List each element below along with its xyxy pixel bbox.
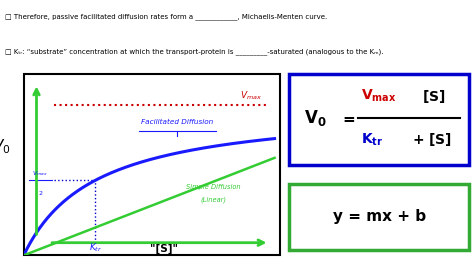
Text: Facilitated Diffusion: Facilitated Diffusion bbox=[141, 119, 213, 124]
Text: $\mathbf{V_{max}}$: $\mathbf{V_{max}}$ bbox=[361, 88, 397, 104]
Text: $\mathbf{+\ [S]}$: $\mathbf{+\ [S]}$ bbox=[411, 131, 451, 148]
Text: $V_0$: $V_0$ bbox=[0, 138, 11, 156]
Text: □ Therefore, passive facilitated diffusion rates form a ____________, Michaelis-: □ Therefore, passive facilitated diffusi… bbox=[5, 13, 327, 20]
Text: y = mx + b: y = mx + b bbox=[333, 209, 426, 224]
Text: $\mathbf{K_{tr}}$: $\mathbf{K_{tr}}$ bbox=[361, 131, 383, 148]
Text: $V_{max}$: $V_{max}$ bbox=[240, 89, 262, 102]
Text: $\mathbf{[S]}$: $\mathbf{[S]}$ bbox=[421, 88, 445, 105]
Text: (Linear): (Linear) bbox=[200, 196, 226, 202]
Text: Simple Diffusion: Simple Diffusion bbox=[186, 184, 240, 190]
Text: $\mathbf{=}$: $\mathbf{=}$ bbox=[339, 110, 356, 125]
Text: "[S]": "[S]" bbox=[150, 244, 179, 255]
Text: $\mathbf{V_0}$: $\mathbf{V_0}$ bbox=[303, 108, 326, 128]
Text: $V_{max}$: $V_{max}$ bbox=[32, 170, 48, 178]
Text: $K_{tr}$: $K_{tr}$ bbox=[89, 242, 102, 255]
Text: $2$: $2$ bbox=[37, 189, 43, 197]
Text: □ Kₜᵣ: “substrate” concentration at which the transport-protein is _________-sat: □ Kₜᵣ: “substrate” concentration at whic… bbox=[5, 48, 383, 55]
